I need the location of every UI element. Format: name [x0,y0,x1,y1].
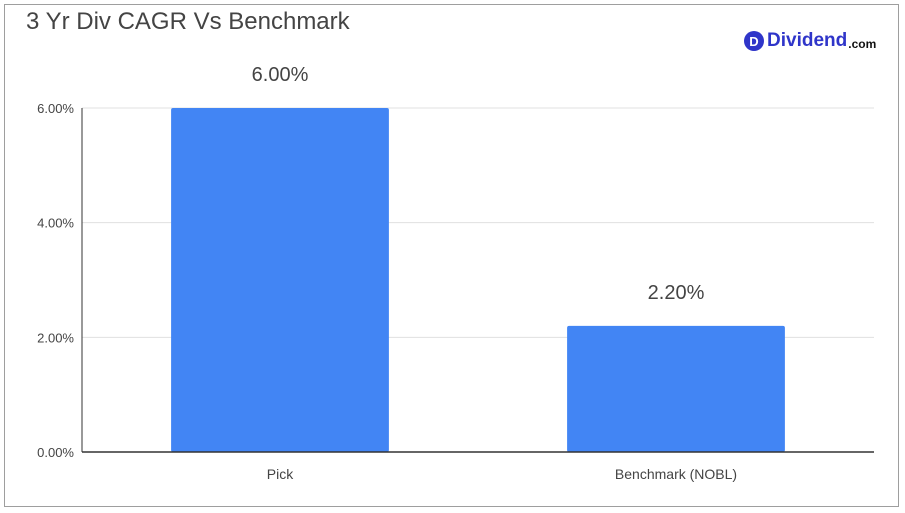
y-tick-label: 2.00% [37,330,74,345]
logo-tld: .com [848,36,877,51]
bar-data-label: 2.20% [648,282,705,304]
chart-title: 3 Yr Div CAGR Vs Benchmark [26,8,350,35]
y-tick-label: 6.00% [37,101,74,116]
bar [567,325,785,452]
y-tick-label: 0.00% [37,445,74,460]
logo-mark-icon: D [744,31,764,51]
dividend-logo: D Dividend .com [744,30,876,52]
logo-word: Dividend [767,30,848,51]
x-category-label: Benchmark (NOBL) [615,466,737,482]
bar-data-label: 6.00% [252,64,309,86]
y-tick-label: 4.00% [37,216,74,231]
bar [171,108,389,452]
x-category-label: Pick [267,466,294,482]
